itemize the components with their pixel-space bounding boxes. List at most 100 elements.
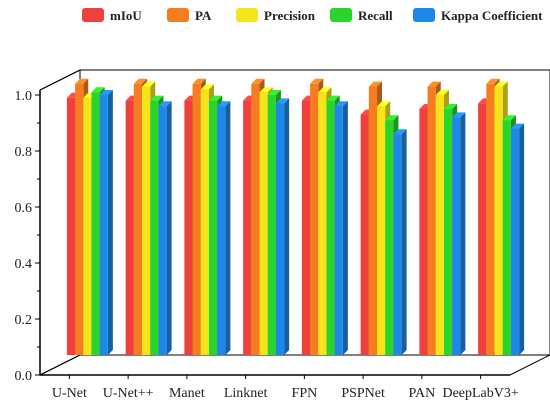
- x-tick-label: U-Net: [52, 386, 87, 401]
- legend-item: PA: [167, 8, 212, 23]
- legend-swatch: [413, 8, 435, 22]
- bar-top: [267, 90, 281, 95]
- legend-label: Recall: [358, 8, 393, 23]
- bar-front: [377, 106, 386, 355]
- bar-front: [200, 89, 209, 356]
- bar-top: [510, 123, 525, 129]
- bar-top: [217, 101, 231, 107]
- bar-top: [251, 78, 265, 84]
- bar-front: [494, 86, 503, 355]
- bars: [66, 78, 525, 356]
- bar-top: [310, 78, 324, 84]
- bar-front: [502, 120, 511, 355]
- bar-front: [243, 100, 252, 355]
- bar-top: [393, 129, 407, 135]
- bar-front: [83, 97, 92, 356]
- y-tick-label: 0.4: [15, 257, 33, 272]
- bar-top: [91, 87, 105, 93]
- legend-swatch: [236, 8, 258, 22]
- bar-top: [502, 115, 516, 121]
- bar-top: [158, 101, 172, 107]
- bar-front: [184, 100, 193, 355]
- bar-front: [158, 106, 167, 355]
- bar: [452, 112, 466, 356]
- bar-front: [125, 100, 134, 355]
- bar-front: [510, 128, 520, 355]
- x-tick-label: PSPNet: [341, 386, 385, 401]
- legend-item: Recall: [330, 8, 393, 23]
- bar-side: [401, 129, 407, 355]
- legend-swatch: [330, 8, 352, 22]
- x-tick-label: Manet: [169, 386, 205, 401]
- x-tick-label: U-Net++: [103, 386, 154, 401]
- bar-front: [360, 114, 369, 355]
- legend-label: Precision: [264, 8, 316, 23]
- top-left-edge: [39, 69, 81, 91]
- y-tick-label: 0.0: [15, 369, 33, 384]
- bar-front: [486, 83, 495, 356]
- bar-front: [259, 92, 268, 355]
- bar-front: [393, 134, 402, 355]
- bar-top: [334, 101, 348, 107]
- legend-label: Kappa Coefficient: [441, 8, 543, 23]
- bar-front: [208, 100, 218, 355]
- legend-item: mIoU: [82, 8, 142, 23]
- legend-item: Precision: [236, 8, 316, 23]
- bar: [158, 101, 172, 355]
- bar-front: [318, 92, 327, 355]
- chart-frame: [39, 69, 550, 376]
- bar-top: [275, 98, 290, 104]
- bar: [99, 90, 113, 355]
- legend-label: mIoU: [110, 8, 142, 23]
- bar-top: [494, 81, 508, 87]
- bar-front: [301, 100, 311, 355]
- bar-front: [217, 106, 226, 355]
- x-tick-label: DeepLabV3+: [442, 386, 518, 401]
- bar-top: [427, 81, 441, 87]
- bar-top: [99, 90, 113, 95]
- bar-top: [368, 81, 383, 87]
- x-tick-label: PAN: [409, 386, 436, 401]
- bar-side: [519, 123, 525, 355]
- bar-side: [166, 101, 172, 355]
- bar-front: [275, 103, 285, 356]
- bar-front: [150, 100, 159, 355]
- bar-side: [107, 90, 113, 355]
- bar-front: [334, 106, 343, 355]
- bar-front: [99, 95, 108, 355]
- bar-front: [192, 83, 201, 356]
- bar-front: [452, 117, 461, 356]
- bar-top: [192, 78, 206, 84]
- bar-top: [142, 81, 156, 87]
- legend-item: Kappa Coefficient: [413, 8, 543, 23]
- bar: [510, 123, 525, 355]
- x-tick-label: FPN: [292, 386, 318, 401]
- bar-front: [368, 86, 378, 355]
- legend-swatch: [167, 8, 189, 22]
- bar-front: [251, 83, 260, 356]
- legend-swatch: [82, 8, 104, 22]
- bar: [275, 98, 290, 356]
- bar-front: [385, 120, 394, 355]
- bar-front: [419, 109, 428, 355]
- bar-top: [452, 112, 466, 118]
- bar-top: [435, 90, 449, 95]
- bar-front: [443, 109, 453, 355]
- bar-top: [443, 104, 458, 109]
- bar-front: [326, 100, 335, 355]
- y-tick-label: 1.0: [15, 89, 33, 104]
- bar: [334, 101, 348, 355]
- bar-side: [460, 112, 466, 356]
- bar-top: [208, 95, 223, 101]
- y-tick-label: 0.8: [15, 145, 33, 160]
- bar-side: [342, 101, 348, 355]
- y-tick-label: 0.2: [15, 313, 33, 328]
- bar-front: [267, 95, 276, 355]
- legend: mIoU PA Precision Recall Kappa Coefficient: [82, 8, 543, 23]
- bar-top: [133, 78, 148, 84]
- bar-front: [478, 103, 487, 356]
- bar-top: [318, 87, 332, 93]
- bar-front: [435, 95, 444, 355]
- bar-front: [133, 83, 143, 356]
